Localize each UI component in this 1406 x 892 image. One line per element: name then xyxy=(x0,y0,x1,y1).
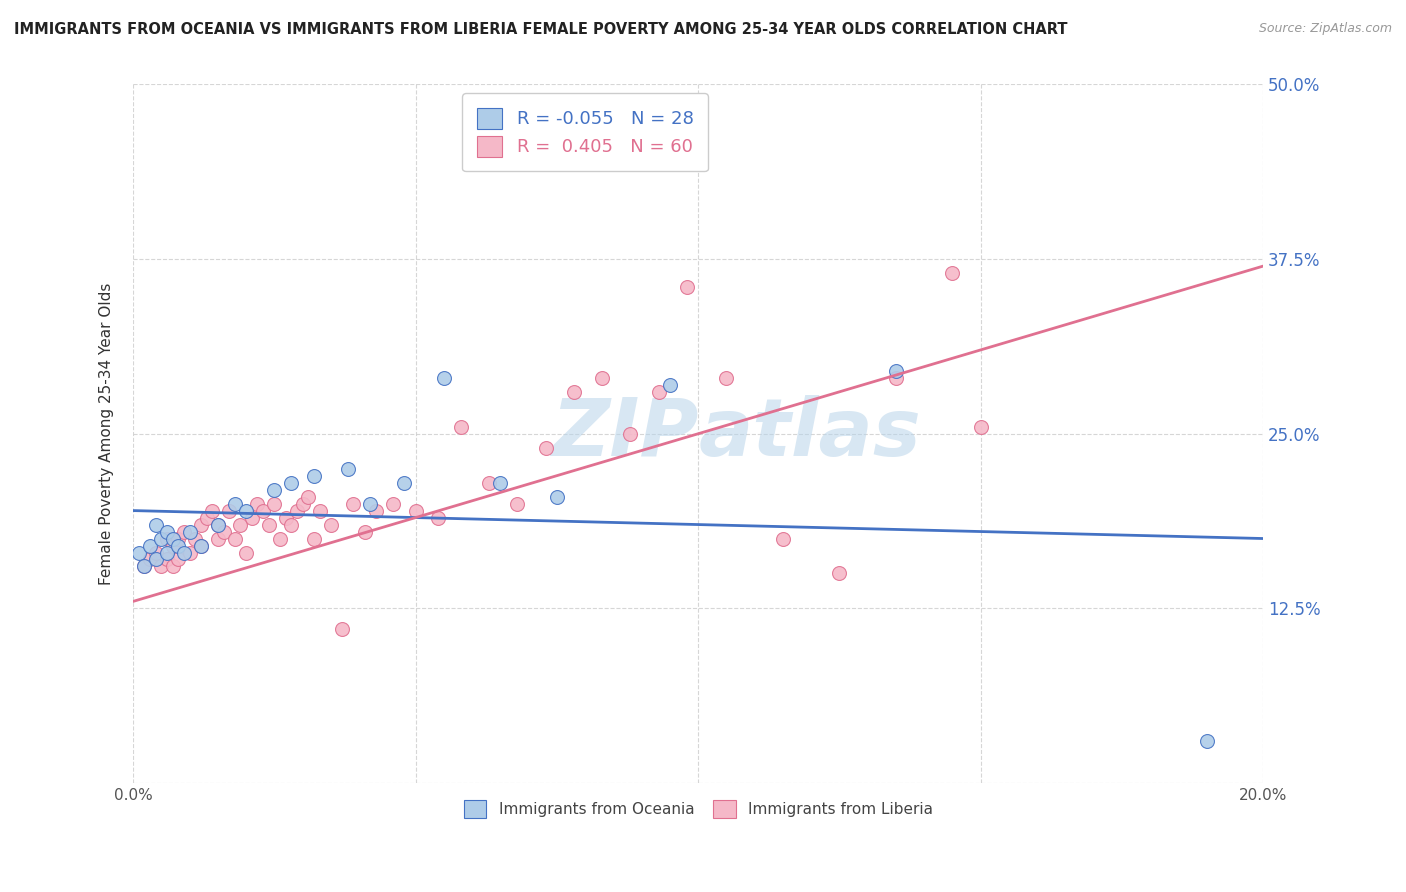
Text: IMMIGRANTS FROM OCEANIA VS IMMIGRANTS FROM LIBERIA FEMALE POVERTY AMONG 25-34 YE: IMMIGRANTS FROM OCEANIA VS IMMIGRANTS FR… xyxy=(14,22,1067,37)
Point xyxy=(546,490,568,504)
Point xyxy=(280,517,302,532)
Point xyxy=(280,475,302,490)
Point xyxy=(884,364,907,378)
Point xyxy=(195,510,218,524)
Text: Source: ZipAtlas.com: Source: ZipAtlas.com xyxy=(1258,22,1392,36)
Point xyxy=(218,503,240,517)
Point xyxy=(330,623,353,637)
Point xyxy=(772,532,794,546)
Point xyxy=(156,532,179,546)
Point xyxy=(167,532,190,546)
Point xyxy=(828,566,851,581)
Point xyxy=(716,371,738,385)
Point xyxy=(207,532,229,546)
Point xyxy=(941,266,963,280)
Point xyxy=(229,517,252,532)
Point xyxy=(884,371,907,385)
Point xyxy=(201,503,224,517)
Point xyxy=(179,524,201,539)
Point xyxy=(450,419,472,434)
Point xyxy=(506,497,529,511)
Point xyxy=(647,384,669,399)
Point xyxy=(128,545,150,559)
Point xyxy=(179,545,201,559)
Point xyxy=(405,503,427,517)
Y-axis label: Female Poverty Among 25-34 Year Olds: Female Poverty Among 25-34 Year Olds xyxy=(100,283,114,585)
Point xyxy=(658,377,681,392)
Text: atlas: atlas xyxy=(699,395,921,473)
Point xyxy=(224,497,246,511)
Point xyxy=(257,517,280,532)
Point xyxy=(184,532,207,546)
Point xyxy=(145,552,167,566)
Point xyxy=(167,539,190,553)
Point xyxy=(173,524,195,539)
Point xyxy=(207,517,229,532)
Point xyxy=(240,510,263,524)
Point xyxy=(336,461,359,475)
Point xyxy=(162,539,184,553)
Point xyxy=(139,552,162,566)
Point xyxy=(156,552,179,566)
Point xyxy=(145,517,167,532)
Point xyxy=(212,524,235,539)
Point xyxy=(269,532,291,546)
Point xyxy=(427,510,450,524)
Point xyxy=(489,475,512,490)
Point xyxy=(173,545,195,559)
Point xyxy=(308,503,330,517)
Point xyxy=(235,503,257,517)
Point xyxy=(394,475,416,490)
Point xyxy=(297,490,319,504)
Point xyxy=(252,503,274,517)
Point xyxy=(156,524,179,539)
Point xyxy=(478,475,501,490)
Point xyxy=(145,545,167,559)
Point xyxy=(364,503,387,517)
Point xyxy=(190,517,212,532)
Point xyxy=(190,539,212,553)
Point xyxy=(285,503,308,517)
Point xyxy=(382,497,405,511)
Point xyxy=(291,497,314,511)
Point xyxy=(134,559,156,574)
Point xyxy=(342,497,364,511)
Point xyxy=(134,559,156,574)
Point xyxy=(190,539,212,553)
Point xyxy=(970,419,993,434)
Point xyxy=(156,545,179,559)
Point xyxy=(676,280,699,294)
Point xyxy=(534,441,557,455)
Point xyxy=(150,559,173,574)
Point xyxy=(224,532,246,546)
Point xyxy=(263,497,285,511)
Point xyxy=(263,483,285,497)
Point xyxy=(162,559,184,574)
Point xyxy=(319,517,342,532)
Point xyxy=(302,468,325,483)
Point xyxy=(167,552,190,566)
Point xyxy=(246,497,269,511)
Point xyxy=(162,532,184,546)
Point xyxy=(359,497,381,511)
Point xyxy=(139,539,162,553)
Legend: Immigrants from Oceania, Immigrants from Liberia: Immigrants from Oceania, Immigrants from… xyxy=(457,794,939,824)
Point xyxy=(591,371,613,385)
Point xyxy=(274,510,297,524)
Point xyxy=(619,426,641,441)
Point xyxy=(302,532,325,546)
Point xyxy=(433,371,456,385)
Point xyxy=(562,384,585,399)
Point xyxy=(235,545,257,559)
Point xyxy=(150,532,173,546)
Point xyxy=(353,524,375,539)
Text: ZIP: ZIP xyxy=(551,395,699,473)
Point xyxy=(207,517,229,532)
Point xyxy=(1195,734,1218,748)
